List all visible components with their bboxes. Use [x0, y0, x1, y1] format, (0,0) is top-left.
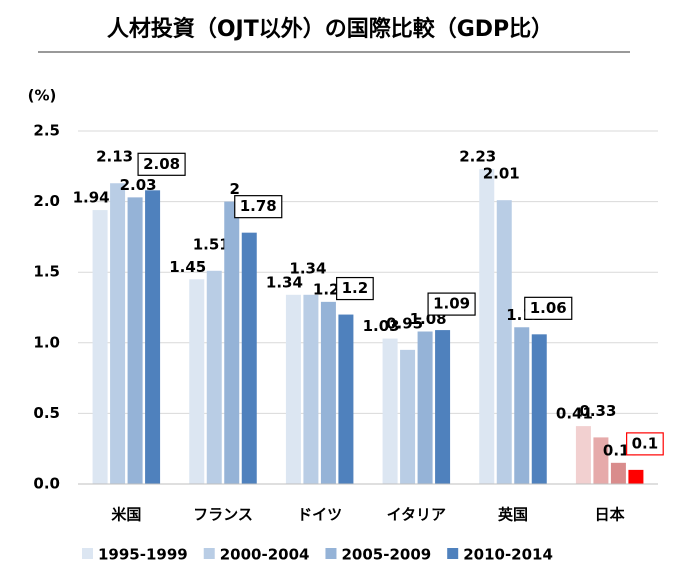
value-label: 1.45 — [169, 258, 206, 276]
x-tick-label: フランス — [193, 506, 253, 524]
legend-label: 2000-2004 — [220, 546, 310, 564]
bar — [382, 338, 398, 484]
value-label-box — [524, 296, 573, 320]
bar — [628, 469, 644, 484]
bar — [338, 314, 354, 484]
x-tick-label: 日本 — [595, 506, 625, 524]
value-label: 1.34 — [266, 273, 303, 291]
bar — [189, 279, 205, 484]
value-label-box — [336, 276, 374, 301]
bar — [417, 331, 433, 484]
y-tick-label: 0.0 — [33, 475, 60, 493]
value-label-box — [427, 292, 476, 316]
bar — [285, 294, 301, 484]
value-label: 2.08 — [143, 155, 180, 173]
bar — [593, 437, 609, 484]
bar — [610, 462, 626, 484]
value-label: 2.13 — [96, 148, 133, 166]
bar — [435, 330, 451, 484]
legend-label: 1995-1999 — [98, 546, 188, 564]
y-tick-label: 1.5 — [33, 263, 60, 281]
x-tick-label: ドイツ — [297, 506, 342, 524]
value-label: 2.23 — [459, 148, 496, 166]
value-label: 1.06 — [530, 299, 567, 317]
bar — [303, 294, 319, 484]
x-tick-label: 米国 — [111, 506, 141, 524]
x-tick-label: イタリア — [387, 506, 446, 524]
value-label: 1.78 — [240, 197, 277, 215]
bar — [110, 183, 126, 484]
value-label: 1.09 — [433, 295, 470, 313]
value-label: 1.94 — [73, 189, 110, 207]
value-label-box — [626, 432, 664, 456]
y-tick-label: 2.5 — [33, 122, 60, 140]
value-label: 2.01 — [483, 165, 520, 183]
value-label: 1.34 — [289, 259, 326, 277]
value-label: 2.03 — [120, 176, 157, 194]
value-label: 0.1 — [632, 434, 659, 452]
value-label-box — [137, 152, 186, 176]
legend-swatch — [447, 548, 459, 559]
y-tick-label: 2.0 — [33, 192, 60, 210]
bar — [496, 200, 512, 485]
value-label-box — [234, 195, 283, 219]
legend-swatch — [325, 548, 337, 559]
chart-title: 人材投資（OJT以外）の国際比較（GDP比） — [107, 16, 553, 42]
bar — [92, 210, 108, 484]
value-label: 1.03 — [363, 317, 400, 335]
legend-label: 2010-2014 — [463, 546, 553, 564]
legend-label: 2005-2009 — [341, 546, 431, 564]
y-axis-label: (%) — [28, 87, 57, 105]
bar — [479, 169, 495, 484]
bar — [145, 190, 161, 484]
bar — [320, 301, 336, 484]
x-tick-label: 英国 — [498, 506, 528, 524]
bar — [206, 270, 222, 484]
bar — [241, 232, 257, 484]
bar — [575, 426, 591, 484]
bar — [531, 334, 547, 484]
value-label: 0.41 — [556, 405, 593, 423]
legend-swatch — [82, 548, 93, 559]
value-label: 0.33 — [579, 402, 616, 420]
value-label: 2 — [230, 180, 240, 198]
bar — [514, 327, 530, 484]
value-label: 0.95 — [386, 314, 423, 332]
value-label: 1.51 — [193, 235, 230, 253]
y-tick-label: 1.0 — [33, 333, 60, 351]
bar — [224, 201, 240, 484]
y-tick-label: 0.5 — [33, 404, 60, 422]
legend-swatch — [203, 548, 215, 559]
value-label: 1.2 — [342, 279, 369, 297]
bar — [400, 349, 416, 484]
bar — [127, 197, 143, 484]
